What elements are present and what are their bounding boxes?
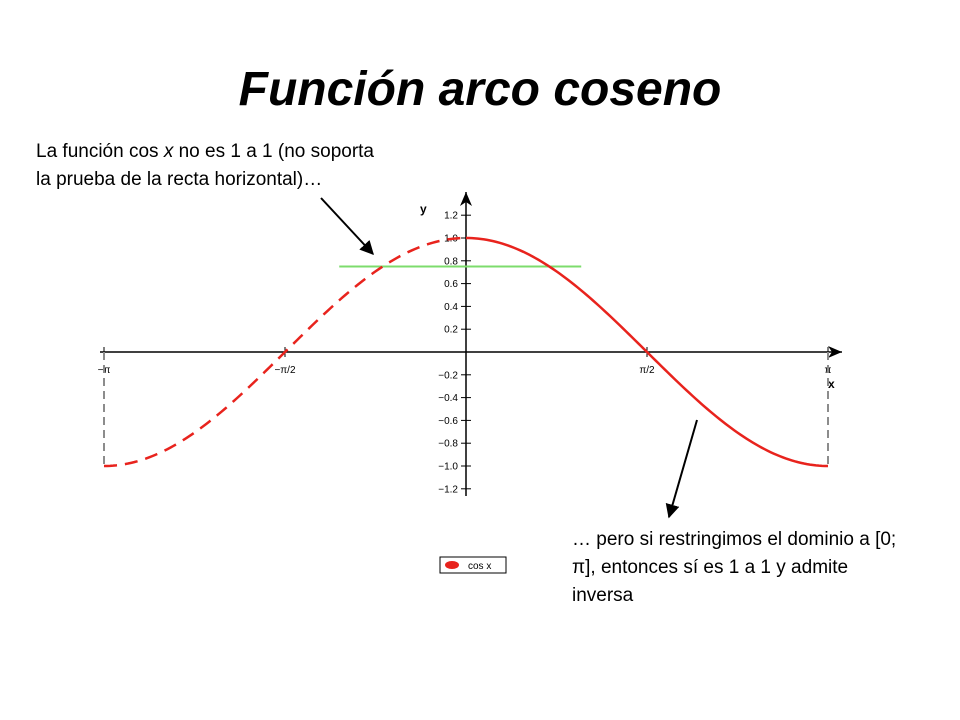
y-tick-label: −0.8 [438, 439, 458, 450]
x-tick-label: −π/2 [274, 365, 296, 376]
y-axis-label: y [420, 202, 427, 216]
slide-title: Función arco coseno [238, 63, 722, 116]
y-tick-label: 1.2 [444, 211, 458, 222]
y-tick-label: −0.2 [438, 370, 458, 381]
x-axis-label: x [828, 377, 835, 391]
y-axis-arrowhead [460, 192, 472, 206]
note-left-prefix: La función cos [36, 141, 164, 162]
y-tick-label: −1.0 [438, 462, 458, 473]
legend-label: cos x [468, 561, 491, 572]
legend-swatch [445, 561, 459, 569]
legend-box [439, 556, 507, 574]
y-tick-label: 0.4 [444, 302, 458, 313]
note-left-suffix: no es 1 a 1 (no soporta la prueba de la … [36, 141, 374, 190]
y-tick-label: −0.6 [438, 416, 458, 427]
x-tick-label: π/2 [639, 365, 655, 376]
annotation-arrow-left [320, 197, 374, 256]
note-left: La función cos x no es 1 a 1 (no soporta… [36, 138, 376, 194]
y-tick-label: 0.6 [444, 279, 458, 290]
y-tick-label: −0.4 [438, 393, 458, 404]
y-tick-label: 0.8 [444, 256, 458, 267]
note-left-variable: x [163, 141, 174, 162]
y-tick-label: −1.2 [438, 484, 458, 495]
annotation-arrow-right [665, 419, 698, 519]
chart-legend: cos x [439, 556, 507, 574]
cos-curve-dashed-segment [103, 236, 467, 468]
cos-curve-solid-segment [465, 236, 829, 468]
x-axis-arrowhead [828, 346, 842, 358]
note-right: … pero si restringimos el dominio a [0; … [572, 529, 897, 606]
y-tick-label: 0.2 [444, 325, 458, 336]
